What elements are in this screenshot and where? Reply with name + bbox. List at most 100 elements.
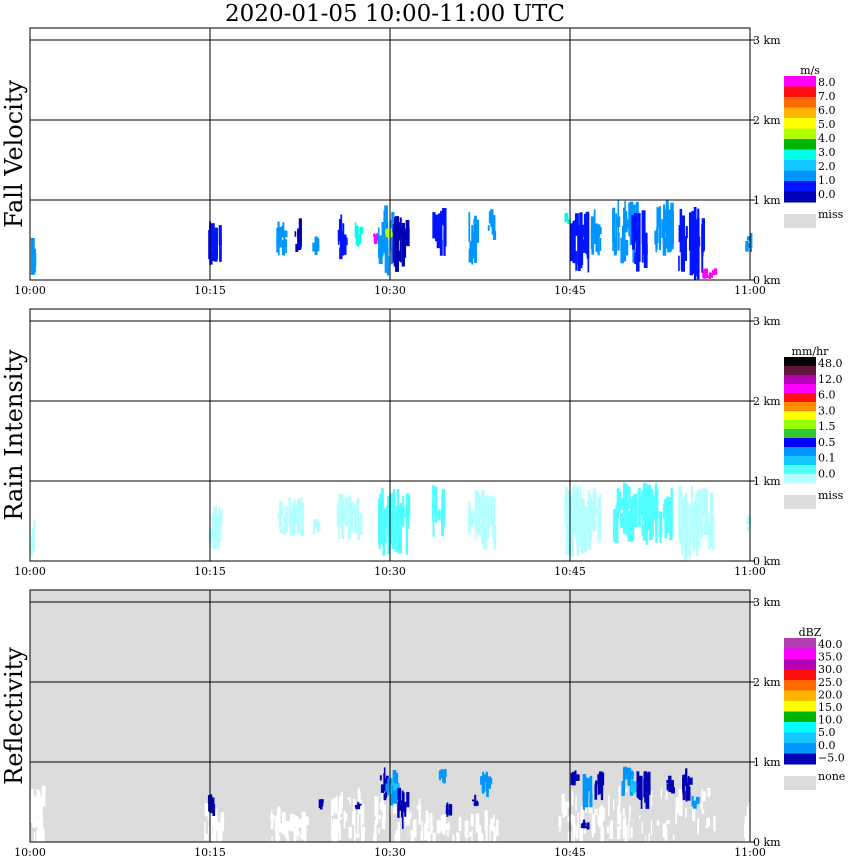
echo-mark [590,497,592,527]
echo-mark [471,240,475,251]
clear-air-mark [37,828,41,849]
y-tick-label: 3 km [753,34,781,47]
echo-mark [700,488,703,523]
echo-mark [579,485,582,515]
echo-mark [276,237,280,249]
clear-air-mark [304,816,309,826]
clear-air-mark [679,797,683,816]
colorbar-swatch [784,438,816,448]
clear-air-mark [448,821,450,831]
x-tick-label: 10:30 [374,565,406,578]
echo-mark [468,501,471,528]
clear-air-mark [656,820,660,826]
echo-mark [441,773,446,777]
clear-air-mark [33,832,36,848]
echo-mark [639,775,643,801]
echo-mark [295,243,299,252]
echo-mark [572,220,576,264]
echo-mark [357,233,360,247]
echo-mark [643,232,646,244]
echo-mark [485,495,490,530]
echo-mark [436,228,441,249]
clear-air-mark [575,796,578,811]
echo-mark [570,500,575,524]
echo-mark [475,802,479,806]
echo-mark [491,215,496,235]
echo-mark [565,487,568,518]
clear-air-mark [299,833,303,838]
clear-air-mark [298,818,302,828]
echo-mark [432,485,435,516]
clear-air-mark [468,832,472,837]
clear-air-mark [496,819,499,837]
echo-mark [681,530,685,546]
clear-air-mark [612,799,615,811]
clear-air-mark [660,787,663,799]
echo-mark [282,525,286,535]
clear-air-mark [406,813,410,824]
echo-mark [692,236,695,250]
echo-mark [599,238,602,251]
echo-mark [595,780,598,785]
echo-mark [281,240,285,255]
echo-mark [443,218,446,229]
echo-mark [209,534,212,548]
x-tick-label: 10:15 [194,284,226,297]
clear-air-mark [622,808,625,817]
clear-air-mark [287,821,291,831]
y-tick-label: 3 km [753,315,781,328]
colorbar-label: 4.0 [818,132,836,145]
echo-mark [285,513,288,533]
panel-fall-velocity: 10:00 10:15 10:30 10:45 11:000 km 1 km 2 km 3 k… [0,27,844,297]
panel-reflectivity: 10:00 10:15 10:30 10:45 11:000 km 1 km 2 km 3 k… [0,589,845,859]
echo-mark [584,825,589,829]
echo-mark [586,508,590,532]
echo-mark [384,205,388,250]
echo-mark [659,516,662,544]
clear-air-mark [39,832,41,843]
echo-mark [385,230,388,235]
clear-air-mark [353,799,356,818]
clear-air-mark [456,834,460,846]
echo-mark [689,535,691,560]
echo-mark [210,223,215,249]
echo-mark [669,236,672,252]
clear-air-mark [489,824,491,844]
clear-air-mark [685,808,687,818]
clear-air-mark [204,802,209,815]
clear-air-mark [378,827,380,834]
echo-mark [443,777,446,784]
echo-mark [632,237,634,250]
colorbar-label: 12.0 [818,373,843,386]
echo-mark [653,495,657,510]
echo-mark [432,212,436,239]
echo-mark [378,235,383,264]
echo-mark [406,495,411,519]
colorbar-label: 3.0 [818,404,836,417]
echo-mark [492,497,496,524]
echo-mark [685,790,688,802]
clear-air-mark [375,813,379,824]
clear-air-mark [486,818,489,828]
echo-mark [633,786,636,794]
clear-air-mark [410,830,414,849]
echo-mark [355,806,358,810]
colorbar-swatch [784,690,816,702]
echo-mark [565,490,570,556]
echo-mark [581,231,584,266]
colorbar-swatch [784,107,816,119]
echo-mark [634,252,638,265]
echo-mark [378,510,381,549]
echo-mark [713,268,718,275]
clear-air-mark [746,825,749,829]
clear-air-mark [330,817,333,828]
echo-mark [570,773,574,786]
echo-mark [487,224,490,231]
echo-mark [624,218,628,232]
echo-mark [570,223,573,262]
echo-mark [398,250,402,262]
clear-air-mark [276,815,281,828]
echo-mark [633,213,637,242]
clear-air-mark [349,797,352,805]
y-tick-label: 2 km [753,395,781,408]
